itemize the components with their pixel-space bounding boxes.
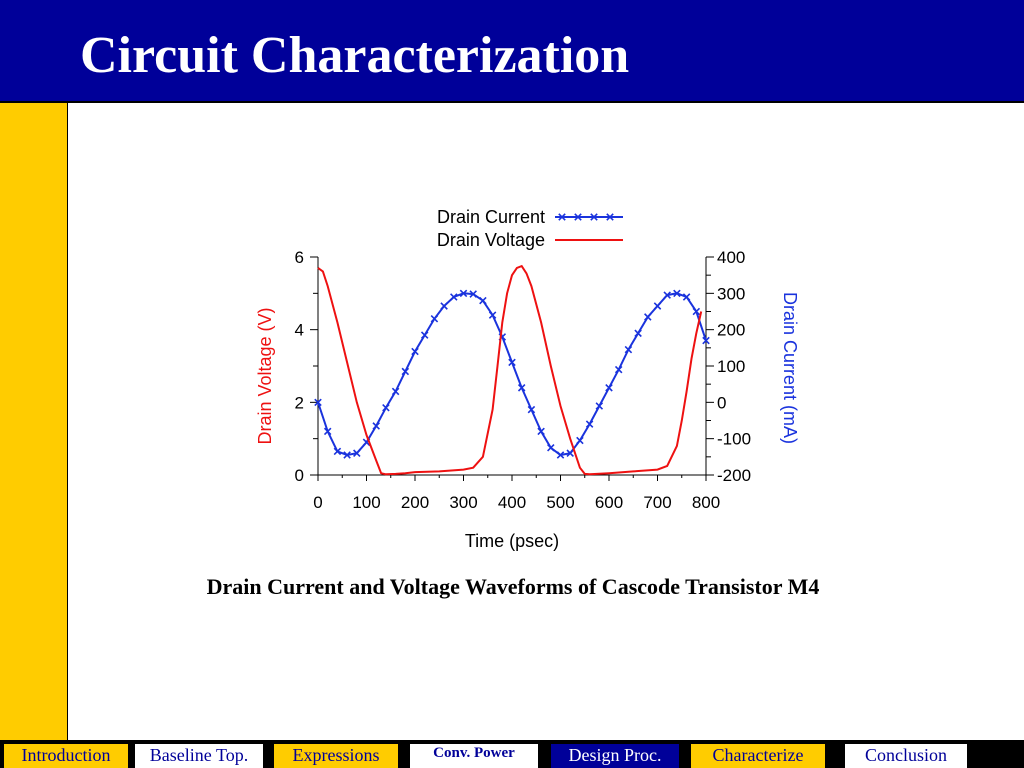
legend-label: Drain Voltage — [437, 230, 545, 250]
y2-tick-label: 400 — [717, 248, 745, 267]
legend-marker — [606, 213, 614, 221]
data-point-marker — [430, 315, 439, 323]
left-sidebar-bar — [0, 103, 68, 740]
data-point-marker — [488, 311, 497, 319]
data-point-marker — [353, 449, 361, 457]
y2-tick-label: 0 — [717, 393, 726, 412]
data-point-marker — [556, 451, 565, 459]
data-point-marker — [653, 302, 662, 310]
legend-marker — [558, 213, 566, 221]
data-point-marker — [382, 404, 390, 412]
data-point-marker — [644, 313, 652, 321]
data-point-marker — [333, 447, 342, 456]
page-number: 13 — [986, 737, 1006, 759]
x-tick-label: 700 — [643, 493, 671, 512]
y-tick-label: 0 — [295, 466, 304, 485]
data-point-marker — [450, 293, 458, 301]
legend-label: Drain Current — [437, 207, 545, 227]
data-point-marker — [401, 367, 410, 376]
chart-legend: Drain Current Drain Voltage — [437, 207, 623, 250]
x-tick-label: 200 — [401, 493, 429, 512]
y2-axis-label: Drain Current (mA) — [780, 292, 800, 444]
data-point-marker — [508, 358, 516, 367]
data-point-marker — [692, 307, 701, 316]
data-point-marker — [517, 384, 526, 392]
y2-tick-label: -200 — [717, 466, 751, 485]
y-axis-label: Drain Voltage (V) — [255, 307, 275, 444]
data-point-marker — [576, 436, 584, 445]
data-point-marker — [372, 422, 380, 430]
data-point-marker — [420, 331, 429, 339]
data-point-marker — [411, 347, 419, 356]
x-tick-label: 300 — [449, 493, 477, 512]
chart-plot-area — [314, 264, 710, 476]
nav-tab-expressions[interactable]: Expressions — [274, 744, 398, 768]
x-axis-label: Time (psec) — [465, 531, 559, 551]
figure-caption: Drain Current and Voltage Waveforms of C… — [206, 574, 820, 599]
data-point-marker — [479, 296, 487, 305]
series-line-drain-voltage — [317, 264, 703, 476]
data-point-marker — [469, 290, 477, 298]
data-point-marker — [547, 443, 555, 452]
slide-header: Circuit Characterization — [0, 0, 1024, 103]
data-point-marker — [663, 291, 671, 299]
y-tick-label: 4 — [295, 321, 304, 340]
data-point-marker — [391, 387, 400, 396]
data-point-marker — [459, 289, 468, 298]
data-point-marker — [702, 336, 710, 345]
x-tick-label: 500 — [546, 493, 574, 512]
nav-tab-baseline-top[interactable]: Baseline Top. — [135, 744, 263, 768]
data-point-marker — [634, 329, 642, 338]
x-tick-label: 400 — [498, 493, 526, 512]
bottom-navigation-bar: Introduction Baseline Top. Expressions Conv… — [0, 740, 1024, 768]
data-point-marker — [624, 345, 633, 354]
data-point-marker — [323, 427, 332, 436]
data-point-marker — [595, 402, 604, 410]
y-tick-label: 6 — [295, 248, 304, 267]
nav-tab-design-proc[interactable]: Design Proc. — [551, 744, 679, 768]
x-tick-label: 0 — [313, 493, 322, 512]
data-point-marker — [537, 427, 545, 436]
data-point-marker — [682, 293, 691, 301]
nav-tab-introduction[interactable]: Introduction — [4, 744, 128, 768]
data-point-marker — [440, 302, 448, 310]
y2-tick-label: 300 — [717, 284, 745, 303]
nav-tab-conclusion[interactable]: Conclusion — [845, 744, 967, 768]
y2-tick-label: -100 — [717, 430, 751, 449]
chart-axes: 0 100 200 300 400 500 600 700 800 0 2 4 6 -200 -100 0 10… — [255, 248, 800, 551]
x-tick-label: 800 — [692, 493, 720, 512]
slide-title: Circuit Characterization — [80, 27, 630, 84]
y2-tick-label: 200 — [717, 321, 745, 340]
nav-tab-conv-power[interactable]: Conv. Power — [410, 744, 538, 768]
legend-marker — [590, 213, 598, 221]
data-point-marker — [614, 365, 623, 374]
y2-tick-label: 100 — [717, 357, 745, 376]
data-point-marker — [314, 398, 322, 407]
data-point-marker — [605, 384, 613, 392]
x-tick-label: 100 — [352, 493, 380, 512]
data-point-marker — [343, 451, 351, 459]
nav-tab-characterize[interactable]: Characterize — [691, 744, 825, 768]
legend-marker — [574, 213, 582, 221]
data-point-marker — [673, 289, 681, 298]
x-tick-label: 600 — [595, 493, 623, 512]
data-point-marker — [585, 420, 594, 428]
y-tick-label: 2 — [295, 393, 304, 412]
data-point-marker — [527, 405, 536, 414]
data-point-marker — [566, 449, 574, 457]
